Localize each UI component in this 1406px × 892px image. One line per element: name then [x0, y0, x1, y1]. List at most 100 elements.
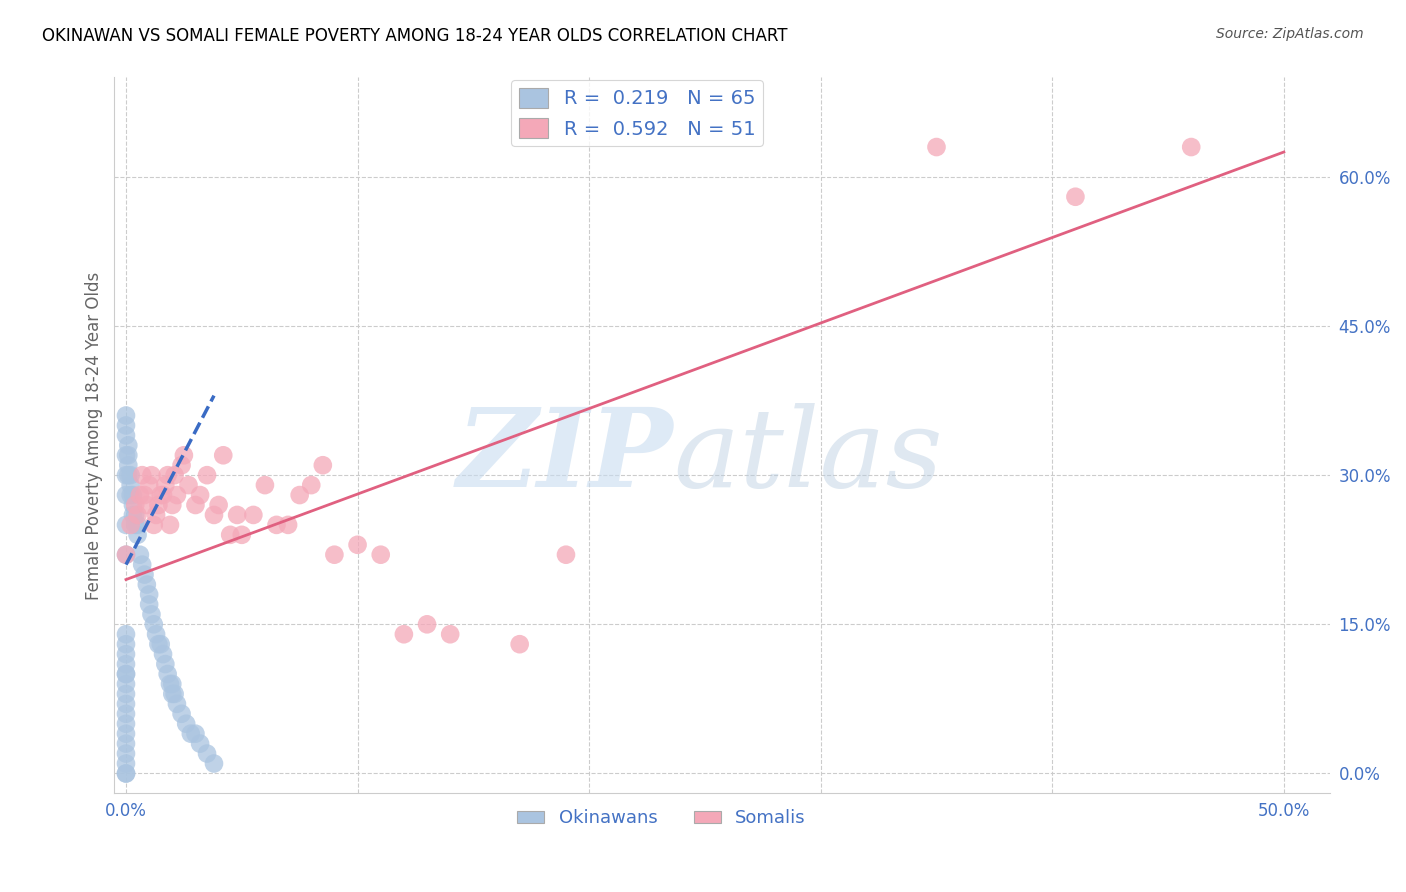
Point — [115, 737, 138, 751]
Point — [195, 468, 218, 483]
Point — [195, 747, 218, 761]
Point — [184, 498, 207, 512]
Point — [127, 508, 149, 522]
Point — [117, 448, 139, 462]
Point — [188, 488, 211, 502]
Point — [115, 657, 138, 671]
Point — [115, 488, 138, 502]
Point — [115, 448, 138, 462]
Text: OKINAWAN VS SOMALI FEMALE POVERTY AMONG 18-24 YEAR OLDS CORRELATION CHART: OKINAWAN VS SOMALI FEMALE POVERTY AMONG … — [42, 27, 787, 45]
Point — [134, 567, 156, 582]
Point — [115, 747, 138, 761]
Point — [159, 677, 181, 691]
Point — [115, 627, 138, 641]
Point — [925, 140, 948, 154]
Point — [173, 448, 195, 462]
Point — [115, 706, 138, 721]
Point — [117, 438, 139, 452]
Point — [149, 637, 172, 651]
Point — [115, 716, 138, 731]
Point — [266, 517, 288, 532]
Point — [346, 538, 368, 552]
Point — [152, 488, 174, 502]
Point — [202, 756, 225, 771]
Point — [242, 508, 264, 522]
Point — [148, 637, 170, 651]
Point — [122, 488, 145, 502]
Point — [115, 548, 138, 562]
Point — [162, 498, 184, 512]
Point — [117, 458, 139, 473]
Point — [163, 468, 186, 483]
Point — [162, 677, 184, 691]
Point — [156, 468, 179, 483]
Point — [163, 687, 186, 701]
Point — [312, 458, 335, 473]
Point — [145, 627, 167, 641]
Point — [277, 517, 299, 532]
Point — [439, 627, 461, 641]
Point — [138, 478, 160, 492]
Point — [142, 617, 165, 632]
Point — [122, 498, 145, 512]
Point — [1180, 140, 1202, 154]
Text: ZIP: ZIP — [457, 403, 673, 510]
Point — [115, 517, 138, 532]
Point — [509, 637, 531, 651]
Point — [416, 617, 439, 632]
Point — [170, 706, 193, 721]
Point — [128, 548, 150, 562]
Point — [141, 607, 163, 622]
Point — [115, 468, 138, 483]
Point — [219, 528, 242, 542]
Point — [145, 508, 167, 522]
Point — [124, 517, 146, 532]
Point — [115, 727, 138, 741]
Point — [138, 598, 160, 612]
Point — [120, 468, 142, 483]
Point — [149, 488, 172, 502]
Point — [155, 657, 177, 671]
Point — [115, 766, 138, 780]
Point — [124, 508, 146, 522]
Point — [115, 548, 138, 562]
Point — [226, 508, 249, 522]
Point — [170, 458, 193, 473]
Point — [115, 647, 138, 661]
Point — [162, 687, 184, 701]
Point — [115, 409, 138, 423]
Point — [117, 468, 139, 483]
Point — [159, 517, 181, 532]
Point — [115, 687, 138, 701]
Point — [124, 498, 146, 512]
Point — [166, 488, 188, 502]
Y-axis label: Female Poverty Among 18-24 Year Olds: Female Poverty Among 18-24 Year Olds — [86, 271, 103, 599]
Point — [141, 468, 163, 483]
Point — [155, 478, 177, 492]
Point — [115, 667, 138, 681]
Point — [152, 647, 174, 661]
Point — [166, 697, 188, 711]
Point — [128, 488, 150, 502]
Point — [131, 468, 153, 483]
Point — [288, 488, 311, 502]
Point — [231, 528, 253, 542]
Point — [115, 418, 138, 433]
Legend: Okinawans, Somalis: Okinawans, Somalis — [510, 802, 813, 834]
Point — [115, 677, 138, 691]
Point — [156, 667, 179, 681]
Point — [115, 697, 138, 711]
Point — [120, 488, 142, 502]
Point — [323, 548, 346, 562]
Point — [142, 517, 165, 532]
Point — [127, 517, 149, 532]
Point — [188, 737, 211, 751]
Point — [120, 517, 142, 532]
Point — [177, 478, 200, 492]
Point — [138, 587, 160, 601]
Point — [115, 667, 138, 681]
Point — [207, 498, 229, 512]
Point — [115, 766, 138, 780]
Point — [202, 508, 225, 522]
Point — [212, 448, 235, 462]
